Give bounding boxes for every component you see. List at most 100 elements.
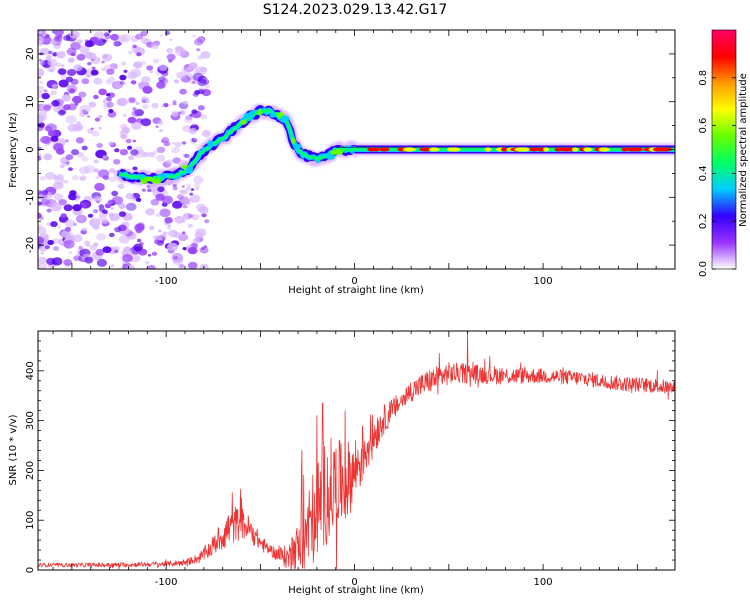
noise-speckle — [90, 69, 99, 76]
noise-speckle — [142, 86, 153, 94]
noise-speckle — [121, 127, 130, 134]
noise-speckle — [128, 155, 134, 160]
noise-speckle — [159, 129, 163, 133]
noise-speckle — [66, 47, 77, 56]
noise-speckle — [68, 57, 75, 63]
noise-speckle — [149, 225, 155, 231]
noise-speckle — [80, 202, 88, 208]
spectrogram-x-axis-label: Height of straight line (km) — [288, 285, 424, 296]
hot-spot — [293, 143, 302, 150]
noise-speckle — [121, 264, 132, 269]
noise-speckle — [123, 69, 128, 73]
noise-speckle — [193, 175, 204, 184]
noise-speckle — [38, 212, 42, 219]
noise-speckle — [161, 195, 173, 205]
noise-speckle — [64, 226, 72, 232]
noise-speckle — [163, 103, 169, 108]
noise-speckle — [81, 156, 89, 162]
noise-speckle — [120, 34, 132, 43]
noise-speckle — [53, 246, 60, 251]
noise-speckle — [136, 222, 145, 230]
noise-speckle — [171, 141, 175, 145]
noise-speckle — [56, 51, 66, 59]
noise-speckle — [192, 123, 196, 126]
noise-speckle — [195, 203, 206, 212]
noise-speckle — [152, 235, 157, 239]
noise-speckle — [108, 141, 114, 146]
hot-spot — [500, 147, 509, 152]
noise-speckle — [132, 139, 136, 143]
noise-speckle — [113, 40, 122, 47]
hot-spot — [161, 173, 168, 179]
snr-y-axis-label: SNR (10 * v/v) — [8, 414, 19, 485]
noise-speckle — [173, 256, 178, 260]
noise-speckle — [105, 79, 112, 85]
noise-speckle — [184, 153, 190, 159]
noise-speckle — [195, 228, 207, 237]
noise-speckle — [118, 42, 122, 45]
noise-speckle — [59, 178, 64, 182]
x-tick-label: 100 — [534, 577, 553, 588]
noise-speckle — [187, 202, 191, 206]
noise-speckle — [157, 229, 162, 233]
noise-speckle — [189, 194, 201, 203]
noise-speckle — [204, 84, 210, 89]
hot-spot — [257, 109, 263, 116]
noise-speckle — [159, 34, 163, 37]
noise-speckle — [108, 176, 117, 183]
noise-speckle — [146, 65, 154, 71]
hot-spot — [554, 147, 563, 152]
noise-speckle — [197, 79, 207, 87]
noise-speckle — [168, 59, 173, 63]
noise-speckle — [38, 68, 45, 78]
noise-speckle — [38, 59, 43, 62]
noise-speckle — [108, 168, 116, 174]
noise-speckle — [68, 88, 76, 94]
hot-spot — [290, 137, 296, 144]
noise-speckle — [191, 213, 200, 221]
snr-ticks — [38, 330, 676, 571]
noise-speckle — [182, 204, 188, 209]
noise-speckle — [91, 66, 96, 70]
noise-speckle — [127, 71, 138, 80]
noise-speckle — [188, 127, 198, 135]
noise-speckle — [171, 146, 181, 154]
noise-speckle — [189, 192, 194, 196]
snr-y-tick-labels: 0 100 200 300 400 — [25, 361, 36, 573]
noise-speckle — [114, 226, 122, 233]
noise-speckle — [196, 37, 205, 44]
noise-speckle — [86, 243, 91, 247]
noise-speckle — [58, 110, 66, 116]
spectrogram-hot-spots — [140, 109, 672, 184]
noise-speckle — [72, 123, 84, 132]
noise-speckle — [63, 179, 69, 184]
noise-speckle — [89, 218, 101, 228]
noise-speckle — [192, 34, 196, 38]
noise-speckle — [47, 130, 57, 137]
hot-spot — [571, 147, 579, 152]
noise-speckle — [119, 74, 127, 81]
noise-speckle — [150, 199, 160, 206]
noise-speckle — [198, 89, 205, 95]
noise-speckle — [102, 155, 107, 159]
noise-speckle — [106, 93, 111, 97]
noise-speckle — [59, 164, 65, 169]
x-tick-label: 0 — [351, 276, 357, 287]
noise-speckle — [118, 235, 130, 244]
hot-spot — [185, 166, 194, 174]
noise-speckle — [39, 176, 46, 181]
noise-speckle — [160, 78, 169, 85]
noise-speckle — [44, 171, 56, 180]
noise-speckle — [42, 136, 53, 144]
noise-speckle — [38, 262, 48, 269]
noise-speckle — [51, 100, 60, 107]
noise-speckle — [173, 79, 179, 84]
hot-spot — [621, 147, 629, 152]
noise-speckle — [84, 256, 94, 264]
noise-speckle — [117, 183, 125, 189]
y-tick-label: -10 — [25, 189, 36, 205]
noise-speckle — [50, 90, 58, 96]
noise-speckle — [78, 245, 83, 250]
noise-speckle — [197, 105, 205, 111]
